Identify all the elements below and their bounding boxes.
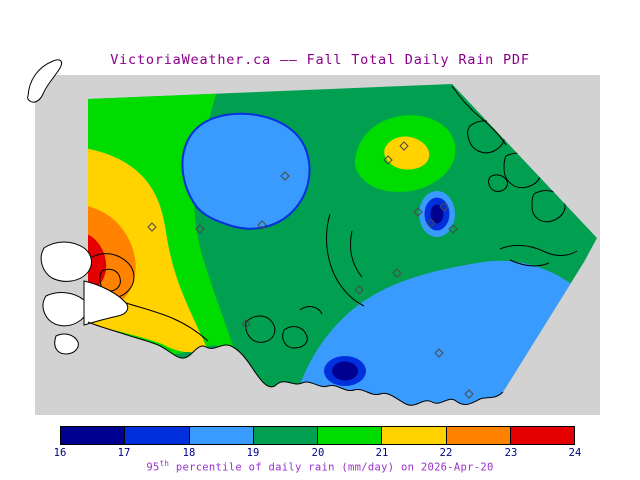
coastline-island-4 bbox=[488, 174, 508, 192]
land-outside-domain bbox=[27, 59, 129, 355]
station-marker bbox=[241, 319, 251, 329]
station-marker bbox=[354, 285, 364, 295]
station-marker bbox=[448, 224, 458, 234]
colorbar-tick-label: 17 bbox=[117, 447, 131, 459]
colorbar-segment bbox=[318, 427, 383, 444]
land-west-1 bbox=[40, 241, 92, 282]
caption-ordinal: th bbox=[159, 459, 170, 468]
colorbar-tick-labels: 16 17 18 19 20 21 22 23 24 bbox=[0, 447, 640, 460]
station-marker bbox=[280, 171, 290, 181]
colorbar bbox=[60, 426, 575, 445]
colorbar-tick-label: 24 bbox=[568, 447, 582, 459]
station-marker bbox=[426, 218, 436, 228]
colorbar-tick-label: 16 bbox=[53, 447, 67, 459]
coastline-harbour-3 bbox=[299, 306, 323, 315]
contour-region-23-24 bbox=[88, 233, 107, 294]
caption-number: 95 bbox=[146, 461, 160, 474]
colorbar-segment bbox=[510, 427, 574, 444]
colorbar-tick-label: 21 bbox=[375, 447, 389, 459]
station-marker bbox=[257, 220, 267, 230]
coastline-northeast bbox=[451, 85, 507, 146]
coastline-main bbox=[87, 321, 504, 406]
colorbar-tick-label: 23 bbox=[504, 447, 518, 459]
land-topleft bbox=[27, 59, 63, 103]
colorbar-tick-label: 18 bbox=[182, 447, 196, 459]
coastline-sooke-loop bbox=[99, 268, 121, 292]
contour-region-18-19-north bbox=[181, 112, 311, 230]
coastline-harbour-2 bbox=[282, 326, 308, 349]
coastline-east-1 bbox=[499, 244, 578, 256]
contour-region-16-17-south bbox=[332, 361, 358, 381]
colorbar-tick-label: 22 bbox=[439, 447, 453, 459]
colorbar-segment bbox=[189, 427, 254, 444]
coastline-saanich-1 bbox=[326, 213, 365, 307]
colorbar-tick-label: 20 bbox=[311, 447, 325, 459]
station-marker bbox=[439, 202, 449, 212]
colorbar-segment bbox=[446, 427, 511, 444]
station-marker bbox=[464, 389, 474, 399]
station-marker bbox=[413, 207, 423, 217]
contour-region-16-17-east bbox=[430, 204, 444, 224]
coastline-east-2 bbox=[509, 259, 550, 267]
station-marker bbox=[195, 224, 205, 234]
station-marker bbox=[383, 155, 393, 165]
land-west-2 bbox=[42, 292, 88, 327]
caption-text: percentile of daily rain (mm/day) on 202… bbox=[169, 461, 494, 474]
coastline-saanich-2 bbox=[349, 230, 363, 278]
coastline-harbour-1 bbox=[245, 315, 276, 343]
land-west-3 bbox=[54, 333, 79, 355]
station-marker bbox=[434, 348, 444, 358]
colorbar-segment bbox=[382, 427, 447, 444]
station-marker bbox=[399, 141, 409, 151]
colorbar-segment bbox=[253, 427, 318, 444]
colorbar-segment bbox=[61, 427, 126, 444]
station-marker bbox=[147, 222, 157, 232]
contour-region-21-22-northeast bbox=[384, 136, 430, 170]
station-marker bbox=[392, 268, 402, 278]
colorbar-segment bbox=[125, 427, 190, 444]
land-west-intrusion bbox=[83, 280, 129, 326]
colorbar-tick-label: 19 bbox=[246, 447, 260, 459]
chart-title: VictoriaWeather.ca –– Fall Total Daily R… bbox=[110, 52, 530, 68]
colorbar-caption: 95th percentile of daily rain (mm/day) o… bbox=[0, 459, 640, 474]
coastline-south-shore bbox=[125, 302, 209, 342]
station-markers bbox=[147, 141, 474, 399]
